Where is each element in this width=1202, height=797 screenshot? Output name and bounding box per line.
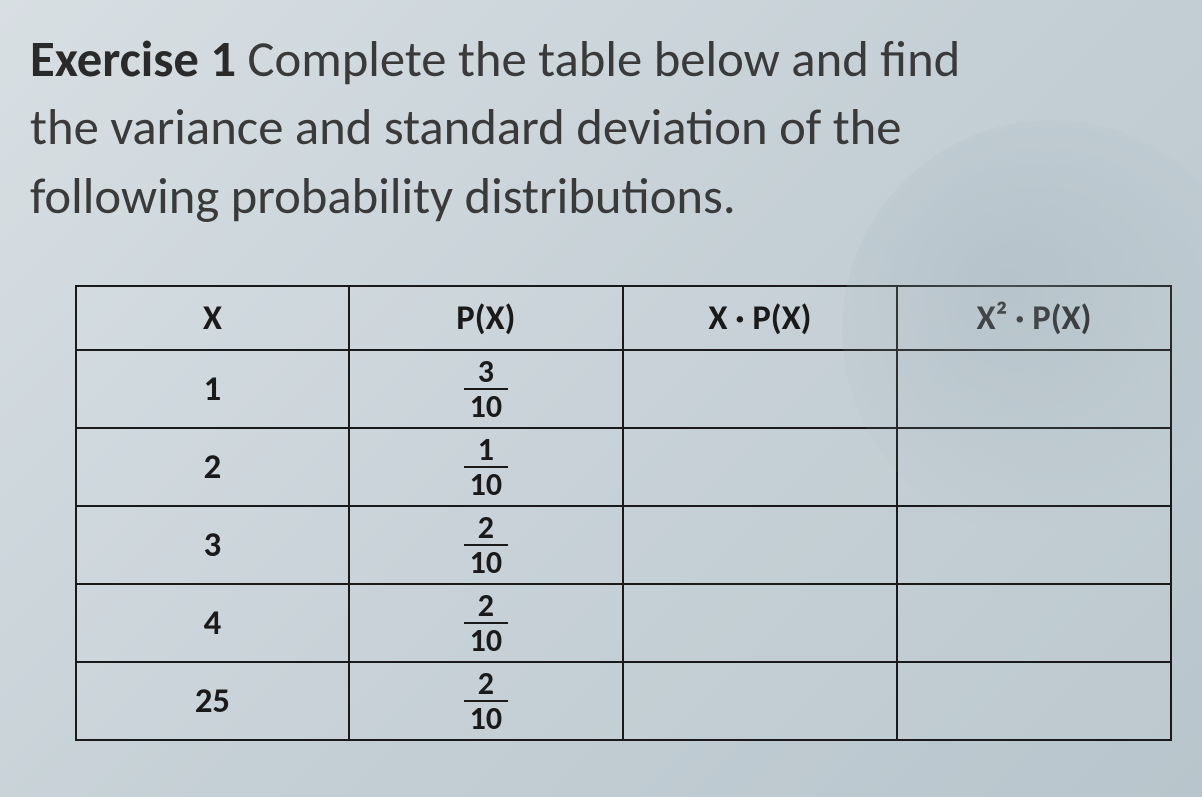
cell-x2px <box>897 506 1171 584</box>
fraction-denominator: 10 <box>464 468 508 502</box>
cell-xpx <box>623 506 897 584</box>
fraction-denominator: 10 <box>464 702 508 736</box>
fraction: 2 10 <box>464 511 508 580</box>
cell-x2px <box>897 662 1171 740</box>
exercise-heading: Exercise 1 Complete the table below and … <box>30 25 1172 230</box>
probability-table: X P(X) X · P(X) X² · P(X) 1 3 10 2 1 <box>75 285 1172 741</box>
cell-xpx <box>623 350 897 428</box>
fraction-numerator: 2 <box>464 589 508 625</box>
fraction-numerator: 2 <box>464 511 508 547</box>
table-row: 2 1 10 <box>76 428 1171 506</box>
fraction: 1 10 <box>464 433 508 502</box>
cell-px: 2 10 <box>349 662 623 740</box>
cell-px: 2 10 <box>349 584 623 662</box>
fraction: 2 10 <box>464 589 508 658</box>
table-row: 1 3 10 <box>76 350 1171 428</box>
table-header: X P(X) X · P(X) X² · P(X) <box>76 286 1171 350</box>
table-row: 25 2 10 <box>76 662 1171 740</box>
cell-x: 4 <box>76 584 349 662</box>
fraction-numerator: 1 <box>464 433 508 469</box>
table-header-row: X P(X) X · P(X) X² · P(X) <box>76 286 1171 350</box>
heading-line-3: following probability distributions. <box>30 162 1172 230</box>
cell-xpx <box>623 428 897 506</box>
cell-x: 1 <box>76 350 349 428</box>
col-header-x2px: X² · P(X) <box>897 286 1171 350</box>
fraction-numerator: 3 <box>464 355 508 391</box>
fraction-denominator: 10 <box>464 624 508 658</box>
cell-x: 2 <box>76 428 349 506</box>
cell-x2px <box>897 428 1171 506</box>
col-header-xpx: X · P(X) <box>623 286 897 350</box>
cell-xpx <box>623 662 897 740</box>
col-header-px: P(X) <box>349 286 623 350</box>
col-header-x: X <box>76 286 349 350</box>
cell-px: 1 10 <box>349 428 623 506</box>
cell-x2px <box>897 350 1171 428</box>
fraction: 2 10 <box>464 667 508 736</box>
cell-xpx <box>623 584 897 662</box>
cell-x: 3 <box>76 506 349 584</box>
fraction-numerator: 2 <box>464 667 508 703</box>
table-row: 3 2 10 <box>76 506 1171 584</box>
table-row: 4 2 10 <box>76 584 1171 662</box>
fraction-denominator: 10 <box>464 546 508 580</box>
heading-line-1: Exercise 1 Complete the table below and … <box>30 25 1172 93</box>
cell-x: 25 <box>76 662 349 740</box>
cell-px: 3 10 <box>349 350 623 428</box>
heading-line-1-rest: Complete the table below and find <box>236 28 960 90</box>
exercise-label: Exercise 1 <box>30 28 236 90</box>
cell-x2px <box>897 584 1171 662</box>
fraction-denominator: 10 <box>464 390 508 424</box>
table-body: 1 3 10 2 1 10 3 <box>76 350 1171 740</box>
fraction: 3 10 <box>464 355 508 424</box>
cell-px: 2 10 <box>349 506 623 584</box>
heading-line-2: the variance and standard deviation of t… <box>30 93 1172 161</box>
